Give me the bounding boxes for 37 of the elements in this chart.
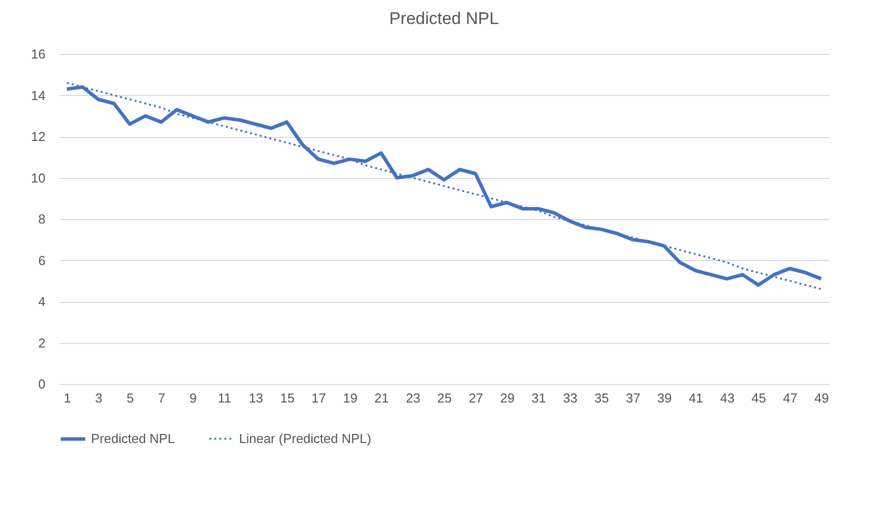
chart-title: Predicted NPL: [389, 9, 499, 28]
x-tick-label: 7: [158, 390, 166, 406]
x-tick-label: 3: [95, 390, 102, 406]
x-tick-label: 9: [189, 390, 197, 406]
x-tick-label: 37: [626, 390, 640, 406]
y-tick-label: 2: [38, 335, 46, 350]
x-tick-label: 31: [532, 390, 546, 406]
x-tick-label: 19: [342, 390, 358, 406]
x-tick-label: 23: [406, 390, 420, 406]
x-tick-label: 33: [562, 390, 578, 406]
y-tick-label: 14: [31, 88, 46, 103]
x-tick-label: 21: [374, 390, 389, 406]
legend-label: Linear (Predicted NPL): [239, 430, 372, 446]
y-tick-label: 12: [31, 129, 46, 144]
x-tick-label: 17: [312, 390, 326, 406]
x-tick-label: 27: [468, 390, 484, 406]
x-tick-label: 15: [280, 390, 295, 406]
x-tick-label: 43: [720, 390, 735, 406]
y-tick-label: 0: [38, 376, 46, 392]
x-tick-label: 29: [500, 390, 515, 406]
y-tick-label: 4: [38, 294, 46, 309]
y-tick-label: 16: [31, 46, 46, 62]
y-tick-label: 8: [38, 212, 46, 226]
y-tick-label: 6: [38, 252, 46, 268]
x-tick-label: 13: [248, 390, 264, 406]
x-tick-label: 35: [594, 390, 609, 406]
x-tick-label: 41: [688, 390, 704, 406]
x-tick-label: 45: [752, 390, 766, 406]
x-tick-label: 49: [814, 390, 829, 406]
x-tick-label: 39: [657, 390, 672, 406]
x-tick-label: 11: [218, 390, 232, 406]
x-tick-label: 25: [437, 390, 452, 406]
x-tick-label: 47: [782, 390, 798, 406]
x-tick-label: 5: [126, 390, 134, 406]
legend-label: Predicted NPL: [91, 431, 175, 446]
y-tick-label: 10: [31, 170, 46, 186]
x-tick-label: 1: [64, 390, 71, 406]
